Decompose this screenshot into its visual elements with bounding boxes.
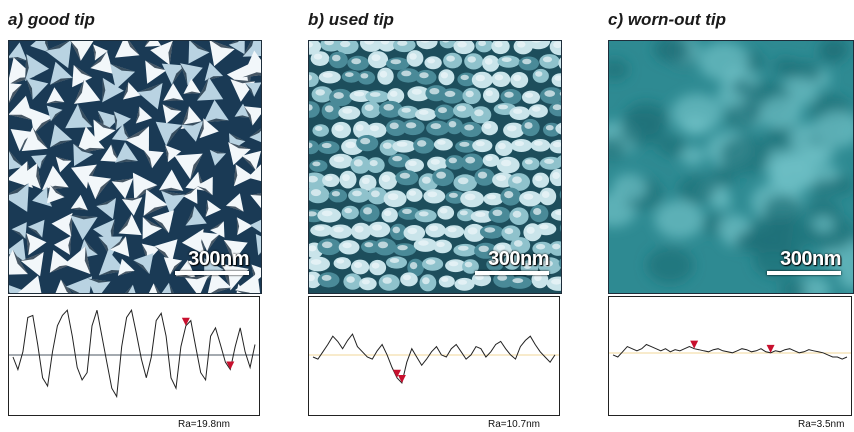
panel-worn-out-tip: c) worn-out tip 300nm Ra=3.5nm	[608, 0, 854, 432]
panel-used-tip: b) used tip 300nm Ra=10.7nm	[308, 0, 568, 432]
scale-label: 300nm	[488, 248, 549, 270]
roughness-label: Ra=19.8nm	[178, 419, 230, 430]
scale-bar	[767, 271, 841, 275]
panel-good-tip: a) good tip 300nm Ra=19.8nm	[8, 0, 268, 432]
roughness-label: Ra=3.5nm	[798, 419, 845, 430]
height-profile-good-tip	[8, 296, 260, 416]
panel-title: c) worn-out tip	[608, 10, 727, 29]
scale-bar	[175, 271, 249, 275]
height-profile-worn-out-tip	[608, 296, 852, 416]
afm-image-worn-out-tip: 300nm	[608, 40, 854, 294]
height-profile-used-tip	[308, 296, 560, 416]
roughness-label: Ra=10.7nm	[488, 419, 540, 430]
scale-label: 300nm	[188, 248, 249, 270]
afm-image-good-tip: 300nm	[8, 40, 262, 294]
panel-title: b) used tip	[308, 10, 394, 29]
afm-image-used-tip: 300nm	[308, 40, 562, 294]
scale-bar	[475, 271, 549, 275]
scale-label: 300nm	[780, 248, 841, 270]
panel-title: a) good tip	[8, 10, 95, 29]
